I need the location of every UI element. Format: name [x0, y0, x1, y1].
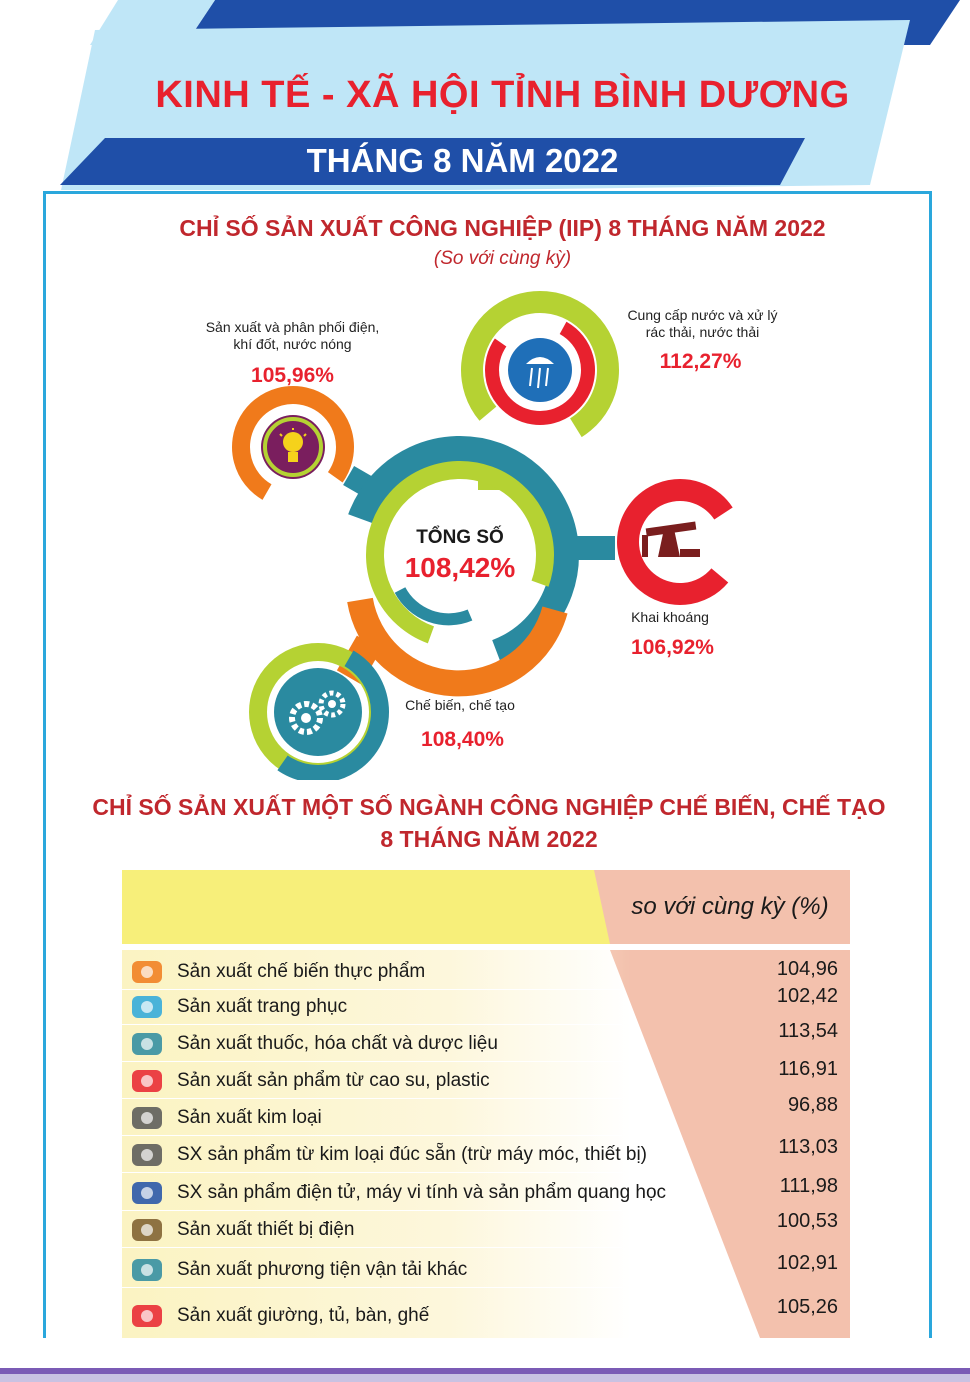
- row-divider: [122, 1024, 622, 1025]
- row-value: 113,54: [778, 1020, 838, 1042]
- row-value: 104,96: [776, 958, 838, 980]
- shirt-icon: [128, 992, 168, 1022]
- iip-subtitle: (So với cùng kỳ): [433, 248, 572, 269]
- manufacturing-title-line1: CHỈ SỐ SẢN XUẤT MỘT SỐ NGÀNH CÔNG NGHIỆP…: [92, 794, 886, 820]
- table-row: Sản xuất thiết bị điện: [122, 1213, 849, 1247]
- electricity-label-line2: khí đốt, nước nóng: [233, 336, 352, 352]
- bottom-stripe-light: [0, 1374, 970, 1382]
- table-row: SX sản phẩm từ kim loại đúc sẵn (trừ máy…: [122, 1138, 849, 1172]
- bread-icon: [128, 957, 168, 987]
- table-body-bg: [122, 950, 849, 1338]
- row-divider: [122, 1210, 622, 1211]
- header-banner: [60, 0, 960, 190]
- row-value: 100,53: [776, 1210, 838, 1232]
- total-value: 108,42%: [404, 552, 516, 583]
- row-value: 111,98: [779, 1175, 838, 1197]
- total-label: TỔNG SỐ: [416, 527, 504, 548]
- water-icon: [522, 350, 558, 390]
- row-divider: [122, 989, 622, 990]
- row-label: Sản xuất trang phục: [177, 996, 348, 1017]
- metal-cans-icon: [128, 1140, 168, 1170]
- water-value: 112,27%: [659, 350, 742, 373]
- gears-icon: [286, 688, 350, 738]
- electricity-value: 105,96%: [251, 364, 334, 387]
- row-value: 102,42: [776, 985, 838, 1007]
- page-title: KINH TẾ - XÃ HỘI TỈNH BÌNH DƯƠNG: [155, 74, 850, 116]
- row-label: Sản xuất sản phẩm từ cao su, plastic: [177, 1070, 490, 1091]
- manufacturing-title-line2: 8 THÁNG NĂM 2022: [380, 826, 598, 852]
- iip-title: CHỈ SỐ SẢN XUẤT CÔNG NGHIỆP (IIP) 8 THÁN…: [179, 215, 826, 241]
- oil-pump-icon: [640, 515, 704, 561]
- table-row: Sản xuất chế biến thực phẩm: [122, 955, 849, 989]
- water-label-line2: rác thải, nước thải: [645, 324, 760, 340]
- table-row: Sản xuất kim loại: [122, 1101, 849, 1135]
- row-divider: [122, 1172, 622, 1173]
- computer-icon: [128, 1178, 168, 1208]
- metal-pipes-icon: [128, 1103, 168, 1133]
- page-subtitle: THÁNG 8 NĂM 2022: [306, 142, 619, 179]
- row-divider: [122, 1061, 622, 1062]
- row-label: Sản xuất chế biến thực phẩm: [177, 961, 426, 982]
- electricity-label-line1: Sản xuất và phân phối điện,: [205, 319, 380, 335]
- table-row: Sản xuất trang phục: [122, 990, 849, 1024]
- bottom-stripe: [0, 1368, 970, 1374]
- water-label-line1: Cung cấp nước và xử lý: [627, 307, 778, 323]
- row-label: Sản xuất phương tiện vận tải khác: [177, 1259, 468, 1280]
- row-value: 102,91: [776, 1252, 838, 1274]
- row-value: 105,26: [776, 1296, 838, 1318]
- row-value: 96,88: [787, 1094, 838, 1116]
- bed-icon: [128, 1301, 168, 1331]
- manufacturing-label: Chế biến, chế tạo: [405, 697, 515, 713]
- row-divider: [122, 1135, 622, 1136]
- mining-label: Khai khoáng: [631, 609, 709, 625]
- table-row: Sản xuất phương tiện vận tải khác: [122, 1253, 849, 1287]
- row-value: 116,91: [778, 1058, 838, 1080]
- column-header: so với cùng kỳ (%): [631, 893, 829, 920]
- electric-device-icon: [128, 1215, 168, 1245]
- row-label: Sản xuất thuốc, hóa chất và dược liệu: [177, 1033, 498, 1054]
- row-divider: [122, 1098, 622, 1099]
- table-row: Sản xuất thuốc, hóa chất và dược liệu: [122, 1027, 849, 1061]
- row-label: Sản xuất thiết bị điện: [177, 1219, 355, 1240]
- bottle-icon: [128, 1066, 168, 1096]
- gear-wheel-icon: [128, 1255, 168, 1285]
- row-label: Sản xuất giường, tủ, bàn, ghế: [177, 1305, 430, 1326]
- row-label: SX sản phẩm điện tử, máy vi tính và sản …: [177, 1182, 667, 1203]
- manufacturing-value: 108,40%: [421, 728, 504, 751]
- table-row: Sản xuất sản phẩm từ cao su, plastic: [122, 1064, 849, 1098]
- row-value: 113,03: [778, 1136, 838, 1158]
- table-row: Sản xuất giường, tủ, bàn, ghế: [122, 1299, 849, 1333]
- row-divider: [122, 1287, 622, 1288]
- row-divider: [122, 1247, 622, 1248]
- pill-icon: [128, 1029, 168, 1059]
- row-label: Sản xuất kim loại: [177, 1107, 322, 1128]
- table-row: SX sản phẩm điện tử, máy vi tính và sản …: [122, 1176, 849, 1210]
- mining-value: 106,92%: [631, 636, 714, 659]
- lightbulb-icon: [278, 428, 308, 468]
- row-label: SX sản phẩm từ kim loại đúc sẵn (trừ máy…: [177, 1144, 647, 1165]
